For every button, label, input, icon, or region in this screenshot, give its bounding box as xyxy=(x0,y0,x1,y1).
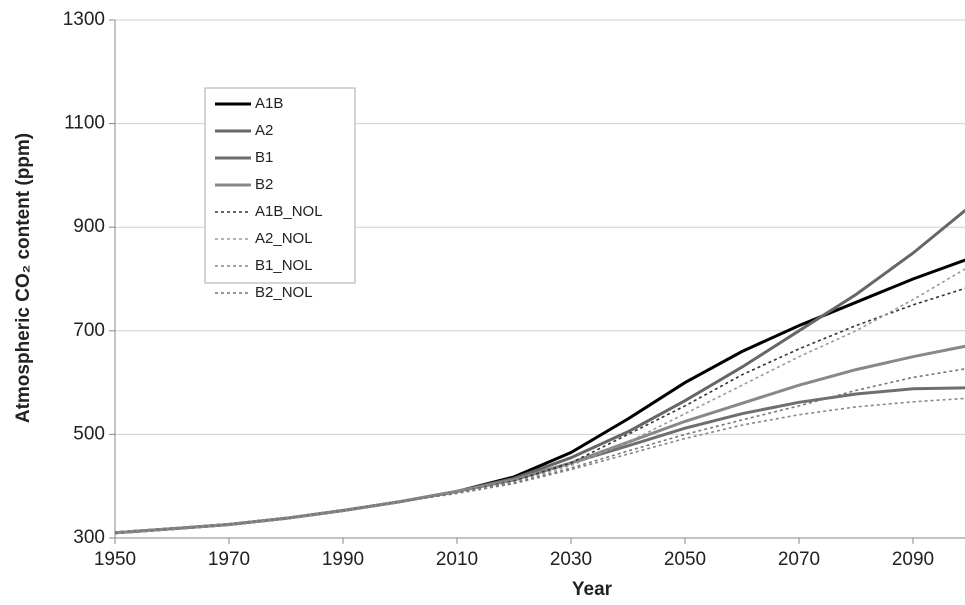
y-tick-label: 300 xyxy=(73,527,105,548)
legend-label: A2_NOL xyxy=(255,230,313,247)
legend-label: B2 xyxy=(255,176,273,193)
x-tick-label: 1990 xyxy=(322,549,364,570)
x-axis-label: Year xyxy=(572,579,613,600)
x-tick-label: 2010 xyxy=(436,549,478,570)
legend-label: B1 xyxy=(255,149,273,166)
series-line xyxy=(114,287,965,534)
y-tick-label: 700 xyxy=(73,320,105,341)
y-tick-label: 1100 xyxy=(64,113,105,134)
series-line xyxy=(114,368,965,534)
legend-label: A2 xyxy=(255,122,273,139)
legend-label: B1_NOL xyxy=(255,257,313,274)
series-line xyxy=(114,268,965,534)
x-tick-label: 1970 xyxy=(208,549,250,570)
x-tick-label: 2090 xyxy=(892,549,934,570)
x-tick-label: 2050 xyxy=(664,549,706,570)
x-tick-label: 2070 xyxy=(778,549,820,570)
y-axis-label: Atmospheric CO₂ content (ppm) xyxy=(13,133,34,423)
legend-label: B2_NOL xyxy=(255,284,313,301)
y-tick-label: 500 xyxy=(73,423,105,444)
x-tick-label: 1950 xyxy=(94,549,136,570)
y-tick-label: 900 xyxy=(73,216,105,237)
series-line xyxy=(114,344,965,535)
x-tick-label: 2030 xyxy=(550,549,592,570)
y-tick-label: 1300 xyxy=(63,9,105,30)
legend-label: A1B_NOL xyxy=(255,203,323,220)
legend-label: A1B xyxy=(255,95,283,112)
